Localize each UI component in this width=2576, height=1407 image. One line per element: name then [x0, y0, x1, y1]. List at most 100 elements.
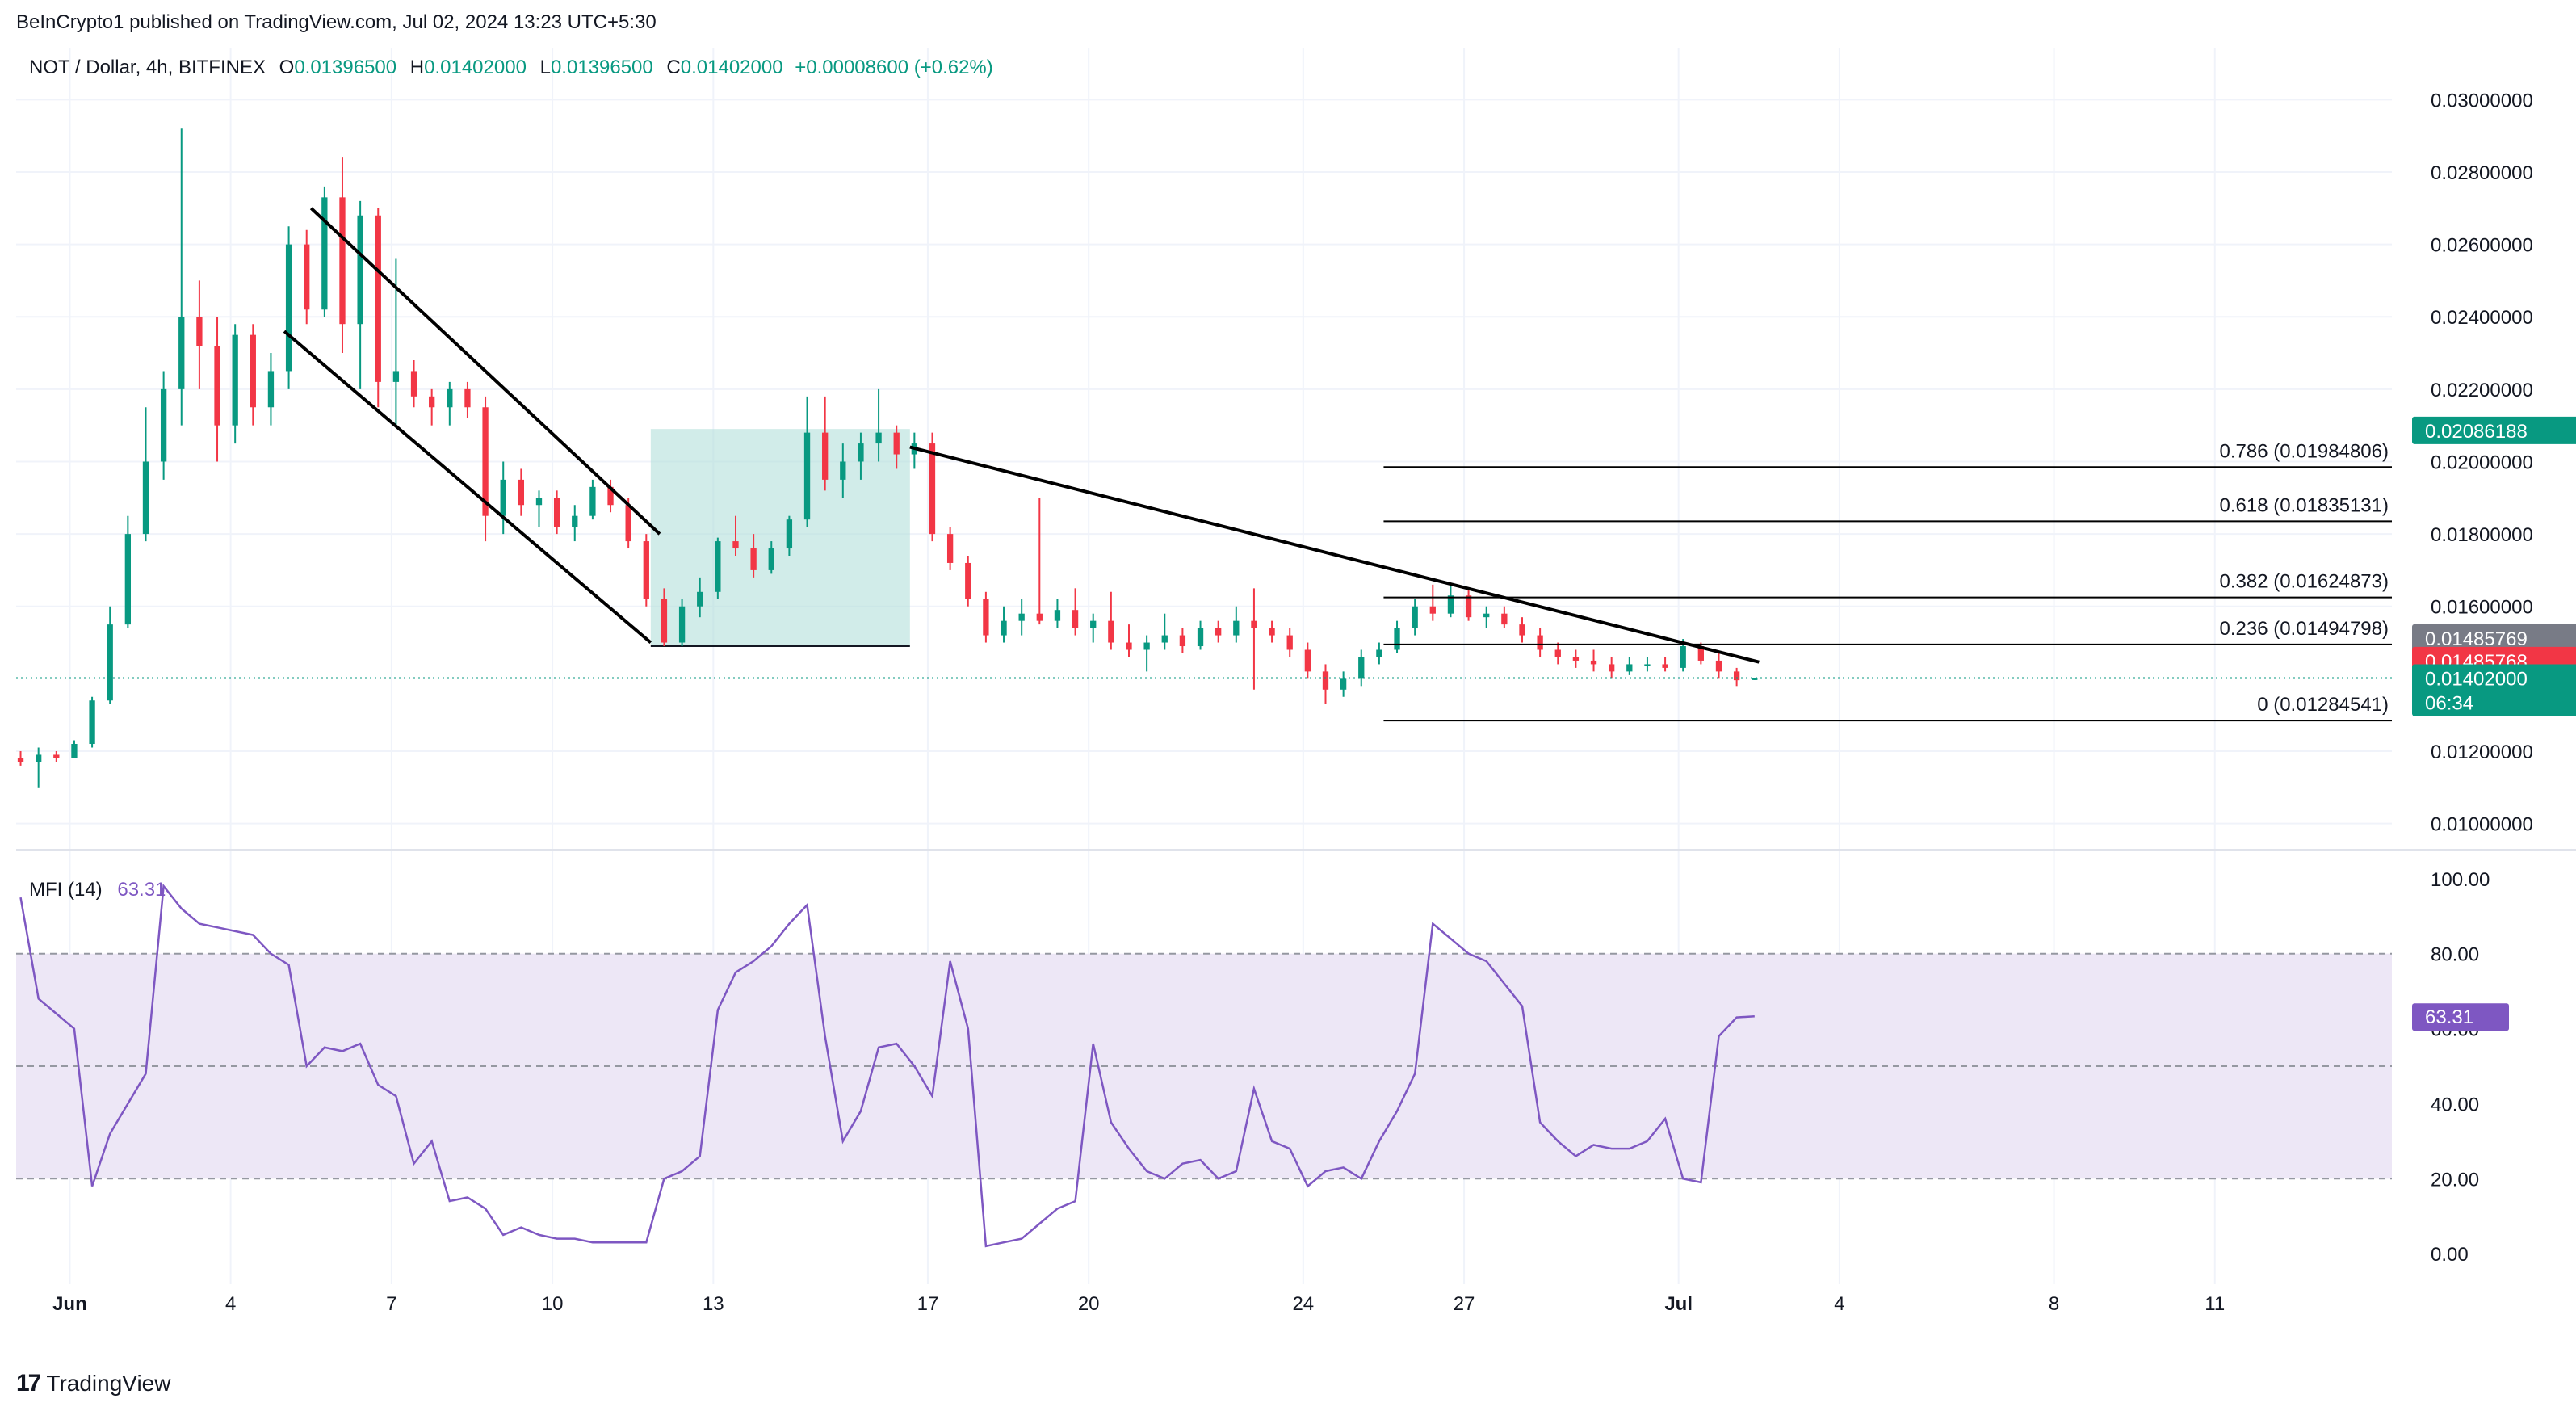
candle-body — [858, 443, 864, 462]
price-badge — [2412, 416, 2576, 444]
candle-body — [1054, 610, 1061, 621]
range-box — [650, 429, 910, 647]
mfi-tick-label: 80.00 — [2431, 944, 2479, 966]
candle-body — [840, 461, 846, 480]
trendline — [909, 445, 1760, 664]
candle-body — [1251, 620, 1257, 628]
candle-body — [643, 541, 649, 599]
current-price-badge-label: 0.01402000 — [2425, 668, 2528, 690]
trendline — [283, 330, 652, 645]
mfi-legend[interactable]: MFI (14) 63.31 — [29, 879, 166, 901]
candle-body — [1752, 678, 1758, 680]
price-tick-label: 0.03000000 — [2431, 90, 2533, 111]
high-value: 0.01402000 — [424, 57, 527, 78]
mfi-value-badge — [2412, 1003, 2509, 1031]
candle-body — [983, 598, 989, 636]
change-value: +0.00008600 (+0.62%) — [795, 57, 993, 78]
candle-body — [1179, 635, 1186, 647]
candle-body — [196, 317, 203, 346]
candle-body — [1197, 628, 1204, 647]
time-tick-label: 7 — [386, 1293, 396, 1315]
candle-body — [1465, 595, 1472, 618]
current-price-badge — [2412, 664, 2576, 716]
price-tick-label: 0.02400000 — [2431, 307, 2533, 329]
published-caption: BeInCrypto1 published on TradingView.com… — [16, 11, 657, 33]
candle-body — [1447, 595, 1454, 614]
candle-body — [500, 479, 506, 516]
candle-body — [321, 197, 328, 310]
high-label: H — [409, 57, 425, 78]
candle-body — [71, 744, 78, 758]
candle-body — [732, 541, 739, 549]
candle-body — [232, 334, 238, 426]
candle-body — [36, 754, 42, 762]
low-value: 0.01396500 — [550, 57, 653, 78]
candle-body — [1376, 649, 1382, 657]
mfi-title[interactable]: MFI (14) — [29, 879, 103, 901]
tradingview-logo[interactable]: 17 TradingView — [16, 1370, 170, 1397]
candle-body — [1644, 664, 1651, 666]
candle-body — [1126, 642, 1132, 650]
close-label: C — [666, 57, 681, 78]
candle-body — [357, 215, 363, 325]
candle-body — [607, 486, 614, 506]
mfi-line — [19, 883, 1755, 1248]
candle-body — [1108, 620, 1114, 643]
mfi-value-badge-label: 63.31 — [2425, 1006, 2473, 1028]
candle-body — [1001, 620, 1007, 636]
fib-label: 0.618 (0.01835131) — [2219, 494, 2389, 516]
candle-body — [625, 505, 631, 542]
candle-body — [1680, 646, 1686, 668]
candle-body — [178, 317, 185, 389]
tradingview-wordmark: TradingView — [46, 1371, 171, 1396]
candle-body — [1304, 649, 1311, 672]
price-tick-label: 0.01000000 — [2431, 814, 2533, 836]
time-tick-label: 11 — [2205, 1293, 2225, 1315]
candle-body — [214, 346, 220, 426]
price-range-box — [650, 429, 910, 648]
candle-body — [1429, 606, 1436, 614]
candle-body — [875, 432, 882, 444]
countdown-label: 06:34 — [2425, 692, 2473, 714]
candle-body — [822, 432, 829, 480]
candle-body — [482, 407, 489, 516]
candle-body — [1233, 620, 1240, 636]
candle-body — [535, 498, 543, 506]
mfi-tick-label: 0.00 — [2431, 1244, 2469, 1266]
time-tick-label: Jul — [1664, 1293, 1693, 1315]
candle-body — [1662, 664, 1668, 668]
candle-body — [750, 548, 757, 570]
symbol-legend[interactable]: NOT / Dollar, 4h, BITFINEX O0.01396500 H… — [29, 57, 993, 79]
candle-body — [946, 534, 954, 563]
time-tick-label: 24 — [1292, 1293, 1314, 1315]
price-badge-label: 0.02086188 — [2425, 421, 2528, 443]
candle-body — [142, 461, 149, 535]
candle-body — [1483, 613, 1490, 618]
candle-body — [53, 754, 60, 758]
time-tick-label: 27 — [1454, 1293, 1475, 1315]
candle-body — [1036, 613, 1043, 621]
candle-body — [1286, 635, 1293, 650]
symbol-title[interactable]: NOT / Dollar, 4h, BITFINEX — [29, 57, 266, 78]
candle-body — [1412, 606, 1418, 628]
price-axis[interactable]: 0.03000000 0.02800000 0.02600000 0.02400000… — [2431, 90, 2533, 835]
price-tick-label: 0.01600000 — [2431, 597, 2533, 619]
candle-body — [250, 334, 256, 408]
candlestick-series — [16, 128, 2392, 788]
low-label: L — [539, 57, 551, 78]
candle-body — [447, 388, 453, 408]
time-axis[interactable]: Jun 4 7 10 13 17 20 24 27 Jul 4 8 11 — [52, 1293, 2225, 1315]
candle-body — [1072, 610, 1079, 628]
price-tick-label: 0.01200000 — [2431, 741, 2533, 763]
price-tick-label: 0.02000000 — [2431, 452, 2533, 473]
candle-body — [1590, 660, 1597, 665]
candle-body — [375, 215, 381, 382]
candle-body — [1322, 671, 1329, 690]
mfi-tick-label: 20.00 — [2431, 1169, 2479, 1191]
mfi-tick-label: 40.00 — [2431, 1094, 2479, 1115]
candle-body — [1269, 628, 1275, 636]
candle-body — [803, 432, 811, 520]
candle-body — [1394, 628, 1400, 650]
